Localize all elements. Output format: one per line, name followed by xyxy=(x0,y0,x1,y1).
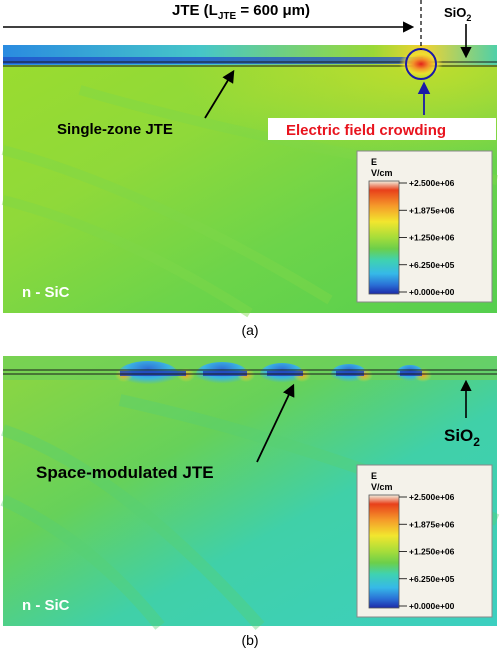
legend-tick-label: +0.000e+00 xyxy=(409,287,455,297)
legend-b-ticks: +2.500e+06 +1.875e+06 +1.250e+06 +6.250e+05… xyxy=(399,492,455,611)
legend-tick-label: +0.000e+00 xyxy=(409,601,455,611)
legend-b-title: E xyxy=(371,471,377,481)
legend-tick-label: +1.875e+06 xyxy=(409,519,455,529)
panel-a-crowding-label: Electric field crowding xyxy=(286,122,446,139)
panel-a-substrate-label: n - SiC xyxy=(22,284,70,301)
panel-a-hotspot xyxy=(399,50,443,78)
panel-a-caption: (a) xyxy=(241,322,258,338)
legend-tick-label: +2.500e+06 xyxy=(409,492,455,502)
legend-b-colorbar xyxy=(368,494,400,609)
legend-tick-label: +1.250e+06 xyxy=(409,233,455,243)
panel-a-jte-label: JTE (LJTE = 600 μm) xyxy=(172,2,310,22)
panel-b-substrate-label: n - SiC xyxy=(22,597,70,614)
panel-a-single-zone-label: Single-zone JTE xyxy=(57,121,173,138)
panel-a-crowding-label-box xyxy=(268,118,496,140)
panel-b-space-label: Space-modulated JTE xyxy=(36,463,214,482)
panel-a-sio2-label: SiO2 xyxy=(444,5,471,23)
legend-tick-label: +6.250e+05 xyxy=(409,574,455,584)
legend-b: E V/cm +2.500e+06 +1.875e+06 +1.250e+06 +6.… xyxy=(356,464,493,618)
legend-tick-label: +2.500e+06 xyxy=(409,178,455,188)
legend-a: E V/cm +2.500e+06 +1.875e+06 +1.250e+06 +6.… xyxy=(356,150,493,303)
legend-b-unit: V/cm xyxy=(371,482,393,492)
legend-tick-label: +1.875e+06 xyxy=(409,205,455,215)
panel-b-sio2-label: SiO2 xyxy=(444,426,480,449)
panel-b-caption: (b) xyxy=(241,632,258,648)
panel-b-space-arrow xyxy=(256,383,295,463)
panel-a-jte-region xyxy=(3,57,423,64)
panel-a-single-zone-arrow xyxy=(204,69,235,119)
legend-a-colorbar xyxy=(368,180,400,295)
legend-a-ticks: +2.500e+06 +1.875e+06 +1.250e+06 +6.250e+05… xyxy=(399,178,455,297)
legend-tick-label: +1.250e+06 xyxy=(409,547,455,557)
legend-a-title: E xyxy=(371,157,377,167)
legend-a-unit: V/cm xyxy=(371,168,393,178)
legend-tick-label: +6.250e+05 xyxy=(409,260,455,270)
